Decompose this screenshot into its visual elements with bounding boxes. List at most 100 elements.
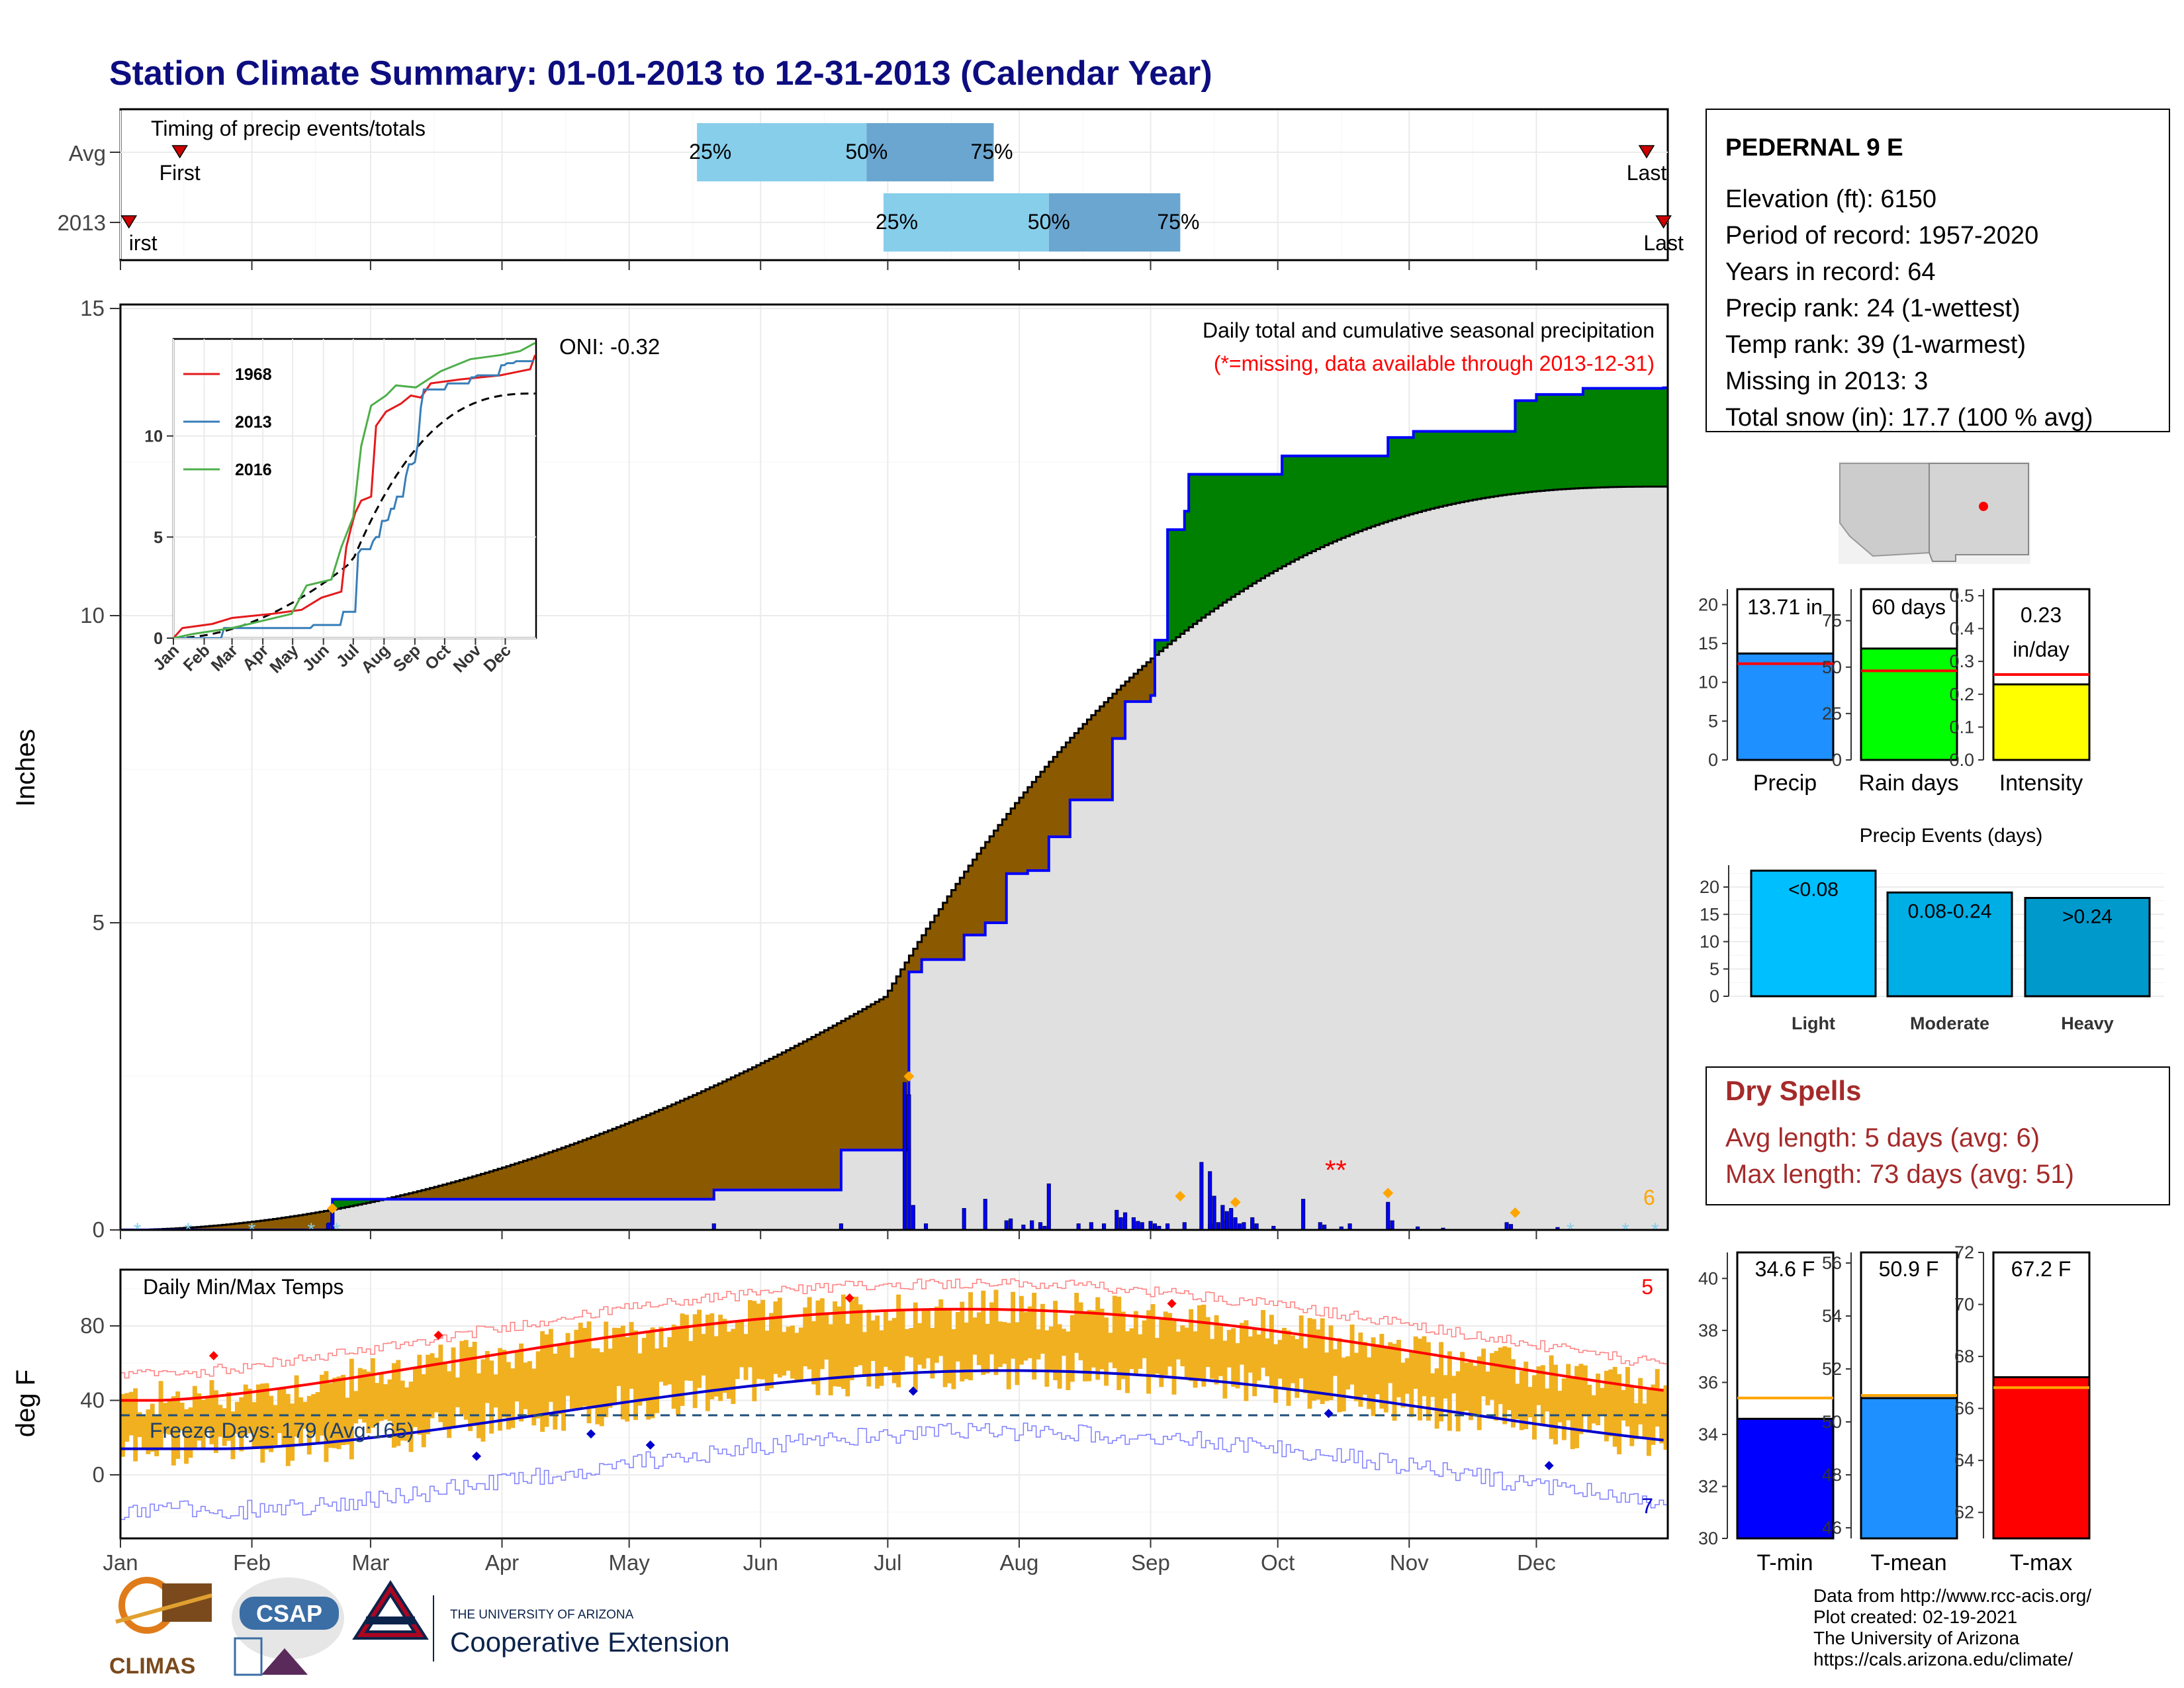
timing-title: Timing of precip events/totals	[151, 117, 426, 140]
daily-temp-range-bar	[718, 1315, 723, 1401]
summary-y-tick-label: 0.0	[1949, 750, 1974, 770]
daily-temp-range-bar	[205, 1397, 210, 1430]
below-average-area	[1062, 747, 1067, 837]
daily-temp-range-bar	[209, 1380, 214, 1444]
below-average-area	[866, 1006, 872, 1150]
daily-temp-range-bar	[1545, 1388, 1550, 1412]
below-average-area	[862, 1009, 867, 1150]
below-average-area	[205, 1226, 210, 1230]
above-average-area	[1561, 394, 1567, 489]
below-average-area	[582, 1140, 588, 1199]
daily-temp-range-bar	[353, 1391, 359, 1424]
daily-temp-range-bar	[942, 1307, 948, 1387]
below-average-area	[655, 1111, 660, 1199]
below-average-area	[285, 1217, 291, 1230]
inset-y-tick-label: 10	[144, 428, 163, 446]
daily-temp-range-bar	[243, 1384, 248, 1435]
daily-temp-range-bar	[1396, 1339, 1401, 1397]
daily-temp-range-bar	[1116, 1296, 1122, 1390]
below-average-area	[985, 842, 990, 923]
below-average-area	[544, 1153, 549, 1199]
events-y-tick-label: 5	[1709, 959, 1719, 979]
below-average-area	[684, 1098, 689, 1199]
summary-value-bar	[1736, 652, 1835, 761]
temp-summary-y-tick-label: 34	[1698, 1425, 1718, 1444]
daily-temp-range-bar	[1468, 1362, 1473, 1421]
below-average-area	[900, 969, 905, 1150]
below-average-area	[879, 999, 884, 1150]
above-average-area	[1659, 388, 1664, 487]
daily-temp-range-bar	[752, 1301, 757, 1401]
below-average-area	[667, 1106, 672, 1199]
record-daily-marker	[1383, 1188, 1394, 1199]
daily-temp-range-bar	[1345, 1356, 1351, 1389]
below-average-area	[718, 1083, 723, 1190]
above-average-area	[1553, 394, 1559, 490]
summary-y-tick-label: 0	[1832, 750, 1842, 770]
daily-temp-range-bar	[938, 1299, 944, 1356]
below-average-area	[680, 1100, 685, 1199]
summary-value-label: 0.23	[2021, 603, 2062, 627]
temp-summary-bars: 30 32 34 36 38 40 34.6 F T-min 46 48 50 52 54 56 50.9 …	[1698, 1243, 2091, 1575]
record-low-marker	[586, 1429, 596, 1439]
daily-temp-range-bar	[1358, 1333, 1363, 1407]
below-average-area	[1036, 776, 1041, 871]
below-average-area	[938, 909, 944, 960]
below-average-area	[569, 1145, 574, 1199]
daily-temp-range-bar	[641, 1338, 647, 1401]
above-average-area	[1464, 431, 1469, 502]
below-average-area	[891, 983, 897, 1150]
daily-temp-range-bar	[1032, 1292, 1037, 1380]
daily-temp-range-bar	[1600, 1387, 1605, 1417]
daily-precip-bar	[1021, 1225, 1026, 1230]
below-average-area	[807, 1039, 812, 1190]
record-low-marker	[908, 1386, 918, 1396]
station-line-temp-rank: Temp rank: 39 (1-warmest)	[1725, 331, 2026, 359]
summary-category-label: Precip	[1753, 771, 1817, 796]
daily-temp-range-bar	[1252, 1329, 1257, 1397]
above-average-area	[1621, 388, 1626, 487]
daily-temp-range-bar	[1044, 1330, 1050, 1387]
daily-precip-bar	[1322, 1225, 1327, 1230]
summary-category-label: Intensity	[1999, 771, 2083, 796]
daily-temp-range-bar	[1066, 1331, 1071, 1391]
daily-temp-range-bar	[866, 1309, 872, 1387]
precip-title-line1: Daily total and cumulative seasonal prec…	[1203, 318, 1655, 342]
station-line-elevation: Elevation (ft): 6150	[1725, 185, 1936, 213]
month-axis: Jan Feb Mar Apr May Jun Jul Aug Sep Oct Nov Dec	[103, 1230, 1556, 1575]
daily-temp-range-bar	[1582, 1365, 1588, 1415]
above-average-area	[1494, 431, 1499, 496]
daily-temp-range-bar	[798, 1327, 803, 1380]
above-average-area	[1265, 474, 1270, 576]
above-average-area	[1311, 455, 1316, 551]
daily-temp-range-bar	[442, 1362, 447, 1429]
above-average-area	[1460, 431, 1465, 502]
daily-temp-range-bar	[837, 1306, 842, 1387]
daily-temp-range-bar	[484, 1350, 490, 1403]
daily-temp-range-bar	[900, 1308, 905, 1371]
daily-temp-range-bar	[1642, 1403, 1647, 1438]
university-of-arizona-logo: THE UNIVERSITY OF ARIZONA Cooperative Ex…	[352, 1580, 730, 1662]
below-average-area	[883, 997, 888, 1150]
daily-temp-range-bar	[120, 1393, 125, 1457]
below-average-area	[451, 1182, 456, 1199]
daily-temp-range-bar	[472, 1341, 477, 1427]
daily-temp-range-bar	[1451, 1376, 1457, 1393]
daily-temp-range-bar	[1375, 1344, 1380, 1395]
daily-temp-range-bar	[921, 1311, 927, 1369]
timing-q25-label: 25%	[876, 210, 918, 234]
daily-temp-range-bar	[735, 1321, 740, 1380]
below-average-area	[468, 1177, 473, 1199]
below-average-area	[578, 1141, 583, 1199]
daily-temp-range-bar	[239, 1397, 244, 1452]
temp-summary-value-label: 50.9 F	[1879, 1257, 1939, 1281]
daily-temp-range-bar	[1367, 1357, 1372, 1409]
daily-temp-range-bar	[981, 1290, 986, 1376]
above-average-area	[353, 1199, 359, 1206]
daily-temp-range-bar	[277, 1387, 282, 1433]
record-daily-marker	[903, 1071, 915, 1082]
temp-summary-value-bar	[1860, 1397, 1958, 1540]
daily-temp-range-bar	[1434, 1368, 1439, 1429]
above-average-area	[1163, 640, 1168, 648]
summary-value-label: 13.71 in	[1747, 595, 1823, 619]
